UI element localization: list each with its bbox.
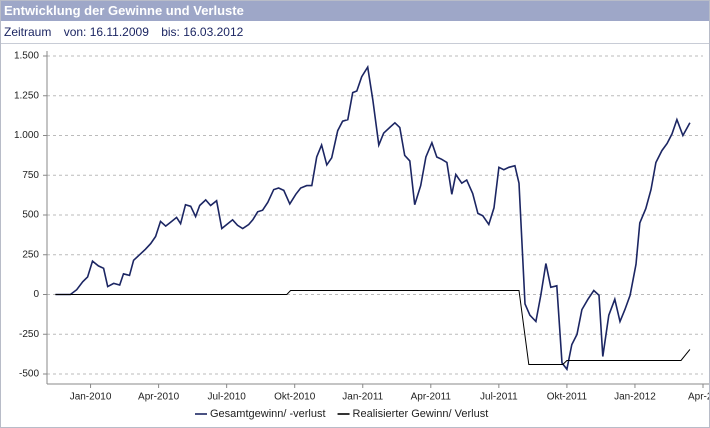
x-tick-label: Apr-2011	[411, 392, 452, 403]
x-tick-label: Okt-2010	[274, 392, 316, 403]
y-tick-label: 1.500	[14, 51, 39, 62]
line-series	[55, 290, 691, 365]
y-tick-label: 750	[22, 170, 39, 181]
x-tick-label: Okt-2011	[547, 392, 588, 403]
y-tick-label: 1.250	[14, 90, 39, 101]
legend-label: Realisierter Gewinn/ Verlust	[353, 408, 489, 420]
y-tick-label: 1.000	[14, 130, 39, 141]
x-tick-label: Jul-2011	[480, 392, 518, 403]
x-tick-label: Jan-2011	[342, 392, 383, 403]
x-tick-label: Jan-2012	[614, 392, 656, 403]
legend-label: Gesamtgewinn/ -verlust	[210, 408, 326, 420]
y-tick-label: 0	[33, 289, 39, 300]
x-tick-label: Apr-20	[688, 392, 709, 403]
panel-title: Entwicklung der Gewinne und Verluste	[1, 1, 709, 21]
line-series	[55, 64, 691, 372]
period-to: bis: 16.03.2012	[161, 25, 244, 39]
y-tick-label: -500	[19, 369, 39, 380]
y-tick-label: 250	[22, 249, 39, 260]
x-tick-label: Apr-2010	[138, 392, 180, 403]
x-tick-label: Jul-2010	[207, 392, 246, 403]
x-tick-label: Jan-2010	[70, 392, 112, 403]
period-row: Zeitraum von: 16.11.2009 bis: 16.03.2012	[1, 21, 709, 44]
period-label: Zeitraum	[4, 25, 52, 39]
period-from: von: 16.11.2009	[63, 25, 149, 39]
y-tick-label: -250	[19, 329, 39, 340]
y-tick-label: 500	[22, 210, 39, 221]
